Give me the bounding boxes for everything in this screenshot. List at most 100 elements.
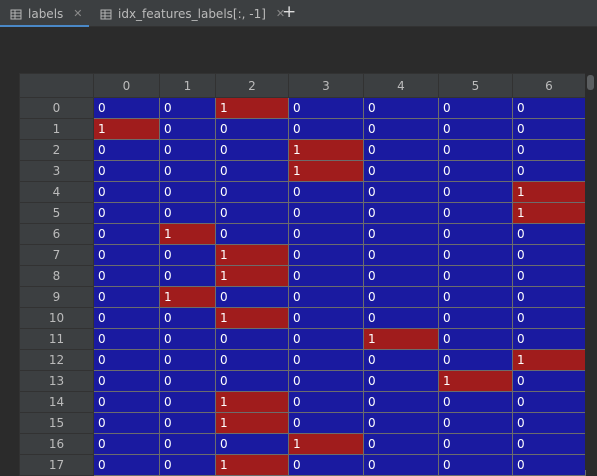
table-cell[interactable]: 0 <box>93 160 160 182</box>
table-cell[interactable]: 0 <box>512 286 586 308</box>
row-index[interactable]: 3 <box>19 160 94 182</box>
table-cell[interactable]: 0 <box>438 202 513 224</box>
table-cell[interactable]: 0 <box>363 454 439 476</box>
table-cell[interactable]: 1 <box>93 118 160 140</box>
table-cell[interactable]: 0 <box>512 118 586 140</box>
row-index[interactable]: 12 <box>19 349 94 371</box>
table-cell[interactable]: 0 <box>363 118 439 140</box>
table-cell[interactable]: 0 <box>438 118 513 140</box>
table-cell[interactable]: 0 <box>512 307 586 329</box>
close-icon[interactable]: ✕ <box>73 7 83 20</box>
row-index[interactable]: 6 <box>19 223 94 245</box>
column-header[interactable]: 6 <box>512 73 586 98</box>
table-cell[interactable]: 0 <box>288 118 364 140</box>
table-cell[interactable]: 0 <box>363 181 439 203</box>
table-cell[interactable]: 1 <box>288 433 364 455</box>
table-cell[interactable]: 0 <box>438 97 513 119</box>
row-index[interactable]: 7 <box>19 244 94 266</box>
table-cell[interactable]: 0 <box>93 412 160 434</box>
table-cell[interactable]: 0 <box>512 244 586 266</box>
table-cell[interactable]: 0 <box>438 223 513 245</box>
table-cell[interactable]: 1 <box>215 97 289 119</box>
table-cell[interactable]: 0 <box>438 160 513 182</box>
table-cell[interactable]: 0 <box>93 286 160 308</box>
table-cell[interactable]: 0 <box>93 433 160 455</box>
row-index[interactable]: 9 <box>19 286 94 308</box>
table-cell[interactable]: 0 <box>159 118 216 140</box>
table-cell[interactable]: 0 <box>288 328 364 350</box>
row-index[interactable]: 10 <box>19 307 94 329</box>
row-index[interactable]: 14 <box>19 391 94 413</box>
table-cell[interactable]: 0 <box>288 286 364 308</box>
table-cell[interactable]: 0 <box>363 244 439 266</box>
row-index[interactable]: 15 <box>19 412 94 434</box>
table-cell[interactable]: 1 <box>215 244 289 266</box>
table-cell[interactable]: 0 <box>159 349 216 371</box>
table-cell[interactable]: 1 <box>512 202 586 224</box>
table-cell[interactable]: 0 <box>288 349 364 371</box>
table-cell[interactable]: 0 <box>512 328 586 350</box>
row-index[interactable]: 5 <box>19 202 94 224</box>
row-index[interactable]: 17 <box>19 454 94 476</box>
table-cell[interactable]: 0 <box>363 223 439 245</box>
table-cell[interactable]: 0 <box>215 139 289 161</box>
table-cell[interactable]: 0 <box>215 118 289 140</box>
close-icon[interactable]: ✕ <box>275 7 286 20</box>
column-header[interactable]: 1 <box>159 73 216 98</box>
table-cell[interactable]: 0 <box>159 307 216 329</box>
column-header[interactable]: 3 <box>288 73 364 98</box>
table-cell[interactable]: 0 <box>93 265 160 287</box>
table-cell[interactable]: 0 <box>215 223 289 245</box>
table-cell[interactable]: 0 <box>159 181 216 203</box>
table-cell[interactable]: 0 <box>363 202 439 224</box>
table-cell[interactable]: 0 <box>438 307 513 329</box>
table-cell[interactable]: 0 <box>438 139 513 161</box>
table-cell[interactable]: 0 <box>159 433 216 455</box>
column-header[interactable]: 4 <box>363 73 439 98</box>
table-cell[interactable]: 0 <box>512 139 586 161</box>
table-cell[interactable]: 0 <box>159 160 216 182</box>
row-index[interactable]: 16 <box>19 433 94 455</box>
vertical-scrollbar[interactable] <box>585 73 597 470</box>
table-cell[interactable]: 0 <box>159 370 216 392</box>
table-cell[interactable]: 0 <box>288 97 364 119</box>
table-cell[interactable]: 0 <box>159 97 216 119</box>
table-cell[interactable]: 0 <box>363 307 439 329</box>
table-cell[interactable]: 0 <box>159 328 216 350</box>
table-cell[interactable]: 1 <box>288 160 364 182</box>
table-cell[interactable]: 1 <box>215 265 289 287</box>
table-cell[interactable]: 0 <box>438 391 513 413</box>
table-cell[interactable]: 1 <box>288 139 364 161</box>
table-cell[interactable]: 0 <box>363 286 439 308</box>
table-cell[interactable]: 0 <box>363 370 439 392</box>
table-cell[interactable]: 1 <box>215 391 289 413</box>
table-cell[interactable]: 0 <box>288 412 364 434</box>
table-cell[interactable]: 0 <box>215 349 289 371</box>
table-cell[interactable]: 0 <box>363 433 439 455</box>
table-cell[interactable]: 0 <box>438 349 513 371</box>
table-cell[interactable]: 0 <box>93 244 160 266</box>
table-cell[interactable]: 0 <box>438 244 513 266</box>
table-cell[interactable]: 0 <box>93 97 160 119</box>
table-cell[interactable]: 0 <box>512 265 586 287</box>
table-cell[interactable]: 0 <box>93 223 160 245</box>
row-index[interactable]: 4 <box>19 181 94 203</box>
table-cell[interactable]: 0 <box>215 328 289 350</box>
column-header[interactable]: 2 <box>215 73 289 98</box>
table-cell[interactable]: 0 <box>93 202 160 224</box>
table-cell[interactable]: 0 <box>93 328 160 350</box>
table-cell[interactable]: 1 <box>363 328 439 350</box>
table-cell[interactable]: 0 <box>512 97 586 119</box>
table-cell[interactable]: 0 <box>512 370 586 392</box>
table-cell[interactable]: 0 <box>215 160 289 182</box>
table-cell[interactable]: 1 <box>215 412 289 434</box>
table-cell[interactable]: 0 <box>288 307 364 329</box>
table-cell[interactable]: 0 <box>438 286 513 308</box>
table-cell[interactable]: 1 <box>215 454 289 476</box>
table-cell[interactable]: 0 <box>512 160 586 182</box>
column-header[interactable]: 0 <box>93 73 160 98</box>
table-cell[interactable]: 0 <box>363 391 439 413</box>
table-cell[interactable]: 0 <box>288 223 364 245</box>
table-cell[interactable]: 1 <box>438 370 513 392</box>
table-cell[interactable]: 0 <box>288 202 364 224</box>
